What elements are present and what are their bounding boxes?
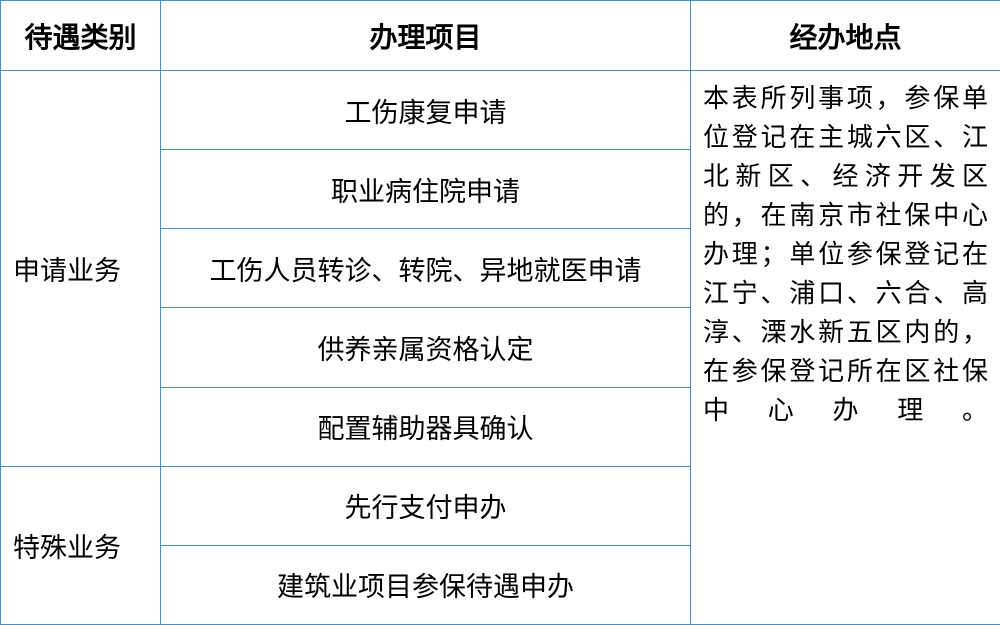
benefits-table: 待遇类别 办理项目 经办地点 申请业务 工伤康复申请 本表所列事项，参保单位登记…: [0, 0, 1000, 625]
item-cell: 建筑业项目参保待遇申办: [161, 545, 691, 624]
item-cell: 工伤人员转诊、转院、异地就医申请: [161, 229, 691, 308]
category-cell-application: 申请业务: [1, 71, 161, 467]
category-cell-special: 特殊业务: [1, 466, 161, 624]
table-header-row: 待遇类别 办理项目 经办地点: [1, 1, 1000, 71]
header-item: 办理项目: [161, 1, 691, 71]
item-cell: 配置辅助器具确认: [161, 387, 691, 466]
header-category: 待遇类别: [1, 1, 161, 71]
location-cell: 本表所列事项，参保单位登记在主城六区、江北新区、经济开发区的，在南京市社保中心办…: [691, 71, 1000, 625]
table-row: 申请业务 工伤康复申请 本表所列事项，参保单位登记在主城六区、江北新区、经济开发…: [1, 71, 1000, 150]
item-cell: 工伤康复申请: [161, 71, 691, 150]
item-cell: 先行支付申办: [161, 466, 691, 545]
item-cell: 供养亲属资格认定: [161, 308, 691, 387]
header-location: 经办地点: [691, 1, 1000, 71]
item-cell: 职业病住院申请: [161, 150, 691, 229]
table-container: 待遇类别 办理项目 经办地点 申请业务 工伤康复申请 本表所列事项，参保单位登记…: [0, 0, 1000, 625]
